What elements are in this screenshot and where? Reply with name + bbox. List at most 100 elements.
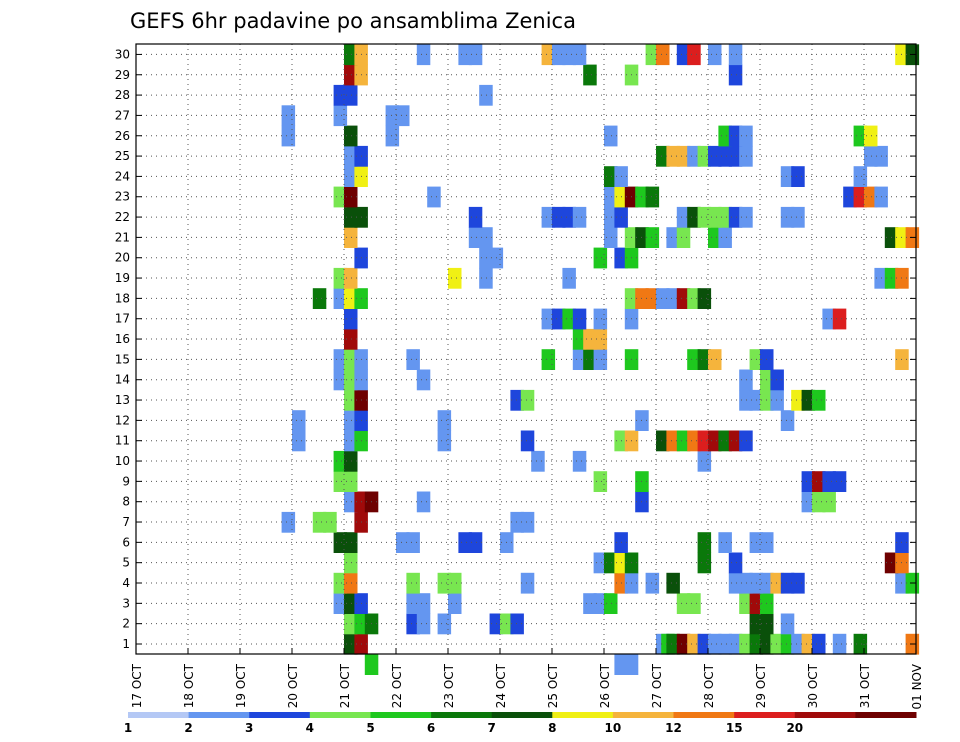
- heatmap-cell: [406, 613, 420, 635]
- heatmap-cell: [864, 145, 878, 167]
- heatmap-cell: [697, 145, 712, 167]
- y-tick-label: 6: [122, 535, 130, 549]
- heatmap-cell: [853, 633, 868, 655]
- heatmap-cell: [780, 633, 795, 655]
- heatmap-cell: [593, 247, 608, 269]
- heatmap-cell: [448, 572, 462, 594]
- heatmap-cell: [531, 450, 545, 472]
- x-tick-label: 23 OCT: [442, 663, 456, 708]
- heatmap-cell: [728, 572, 743, 594]
- heatmap-cell: [344, 552, 358, 574]
- heatmap-cell: [312, 511, 327, 533]
- heatmap-cell: [333, 572, 348, 594]
- heatmap-cell: [385, 105, 400, 127]
- heatmap-cell: [739, 389, 753, 411]
- heatmap-cell: [604, 552, 618, 574]
- heatmap-cell: [292, 430, 306, 452]
- heatmap-cell: [479, 267, 493, 289]
- heatmap-cell: [344, 491, 358, 513]
- heatmap-cell: [541, 206, 556, 228]
- y-tick-label: 10: [115, 454, 130, 468]
- heatmap-cell: [479, 247, 493, 269]
- x-tick-label: 21 OCT: [338, 663, 352, 708]
- y-tick-label: 11: [115, 434, 130, 448]
- heatmap-cell: [697, 532, 712, 553]
- y-tick-label: 20: [115, 251, 130, 265]
- x-tick-label: 24 OCT: [494, 663, 508, 708]
- heatmap-cell: [572, 308, 587, 330]
- heatmap-cell: [437, 410, 452, 431]
- heatmap-cell: [510, 389, 524, 411]
- y-tick-label: 15: [115, 352, 130, 366]
- heatmap-cell: [333, 288, 348, 309]
- color-legend: 1 2 3 4 5 6 7 8 10 12 15 20: [124, 712, 917, 735]
- heatmap-cell: [812, 491, 826, 513]
- y-tick-label: 16: [115, 332, 130, 346]
- heatmap-cell: [687, 206, 701, 228]
- heatmap-cell: [812, 389, 826, 411]
- y-tick-label: 1: [122, 637, 130, 651]
- heatmap-cell: [739, 125, 753, 147]
- heatmap-cell: [728, 145, 743, 167]
- heatmap-cell: [791, 572, 805, 594]
- heatmap-cell: [437, 572, 452, 594]
- heatmap-cell: [344, 166, 358, 187]
- heatmap-cell: [344, 84, 358, 106]
- heatmap-cell: [832, 308, 847, 330]
- heatmap-cell: [604, 125, 618, 147]
- heatmap-cell: [780, 572, 795, 594]
- heatmap-cell: [718, 633, 732, 655]
- heatmap-cell: [843, 186, 857, 208]
- heatmap-cell: [676, 206, 691, 228]
- heatmap-cell: [739, 145, 753, 167]
- heatmap-cell: [676, 227, 691, 248]
- heatmap-cell: [770, 369, 784, 391]
- x-tick-label: 01 NOV: [910, 663, 924, 709]
- heatmap-cell: [604, 227, 618, 248]
- heatmap-cell: [656, 430, 670, 452]
- heatmap-cell: [344, 593, 358, 614]
- heatmap-cell: [468, 227, 483, 248]
- heatmap-cell: [416, 44, 431, 66]
- colorbar-swatch: [431, 712, 493, 718]
- heatmap-cell: [645, 186, 660, 208]
- heatmap-cell: [416, 613, 431, 635]
- heatmap-cell: [333, 267, 348, 289]
- colorbar-label: 7: [488, 721, 496, 735]
- colorbar-swatch: [128, 712, 190, 718]
- y-tick-label: 23: [115, 190, 130, 204]
- heatmap-cell: [344, 450, 358, 472]
- heatmap-cell: [614, 654, 628, 675]
- heatmap-cell: [520, 511, 535, 533]
- heatmap-cell: [552, 206, 566, 228]
- heatmap-cell: [416, 369, 431, 391]
- heatmap-cell: [572, 328, 587, 350]
- colorbar-swatch: [794, 712, 856, 718]
- x-axis: 17 OCT 18 OCT 19 OCT 20 OCT 21 OCT 22 OCT 23 O…: [130, 648, 924, 710]
- heatmap-cell: [770, 633, 784, 655]
- colorbar-label: 1: [124, 721, 132, 735]
- heatmap-cell: [344, 288, 358, 309]
- heatmap-cell: [739, 633, 753, 655]
- heatmap-cell: [801, 471, 816, 492]
- chart-title: GEFS 6hr padavine po ansamblima Zenica: [130, 9, 576, 33]
- heatmap-cell: [822, 471, 836, 492]
- heatmap-cell: [676, 145, 691, 167]
- heatmap-cell: [479, 84, 493, 106]
- heatmap-cell: [406, 532, 420, 553]
- heatmap-cell: [708, 206, 722, 228]
- y-tick-label: 27: [115, 108, 130, 122]
- heatmap-cell: [708, 430, 722, 452]
- heatmap-cell: [406, 572, 420, 594]
- colorbar-swatch: [612, 712, 674, 718]
- colorbar-swatch: [188, 712, 250, 718]
- heatmap-cell: [604, 166, 618, 187]
- heatmap-cell: [718, 206, 732, 228]
- heatmap-cell: [344, 186, 358, 208]
- heatmap-cell: [604, 186, 618, 208]
- heatmap-cell: [687, 633, 701, 655]
- colorbar-swatch: [249, 712, 311, 718]
- heatmap-cell: [822, 491, 836, 513]
- heatmap-cell: [739, 430, 753, 452]
- heatmap-cell: [666, 633, 680, 655]
